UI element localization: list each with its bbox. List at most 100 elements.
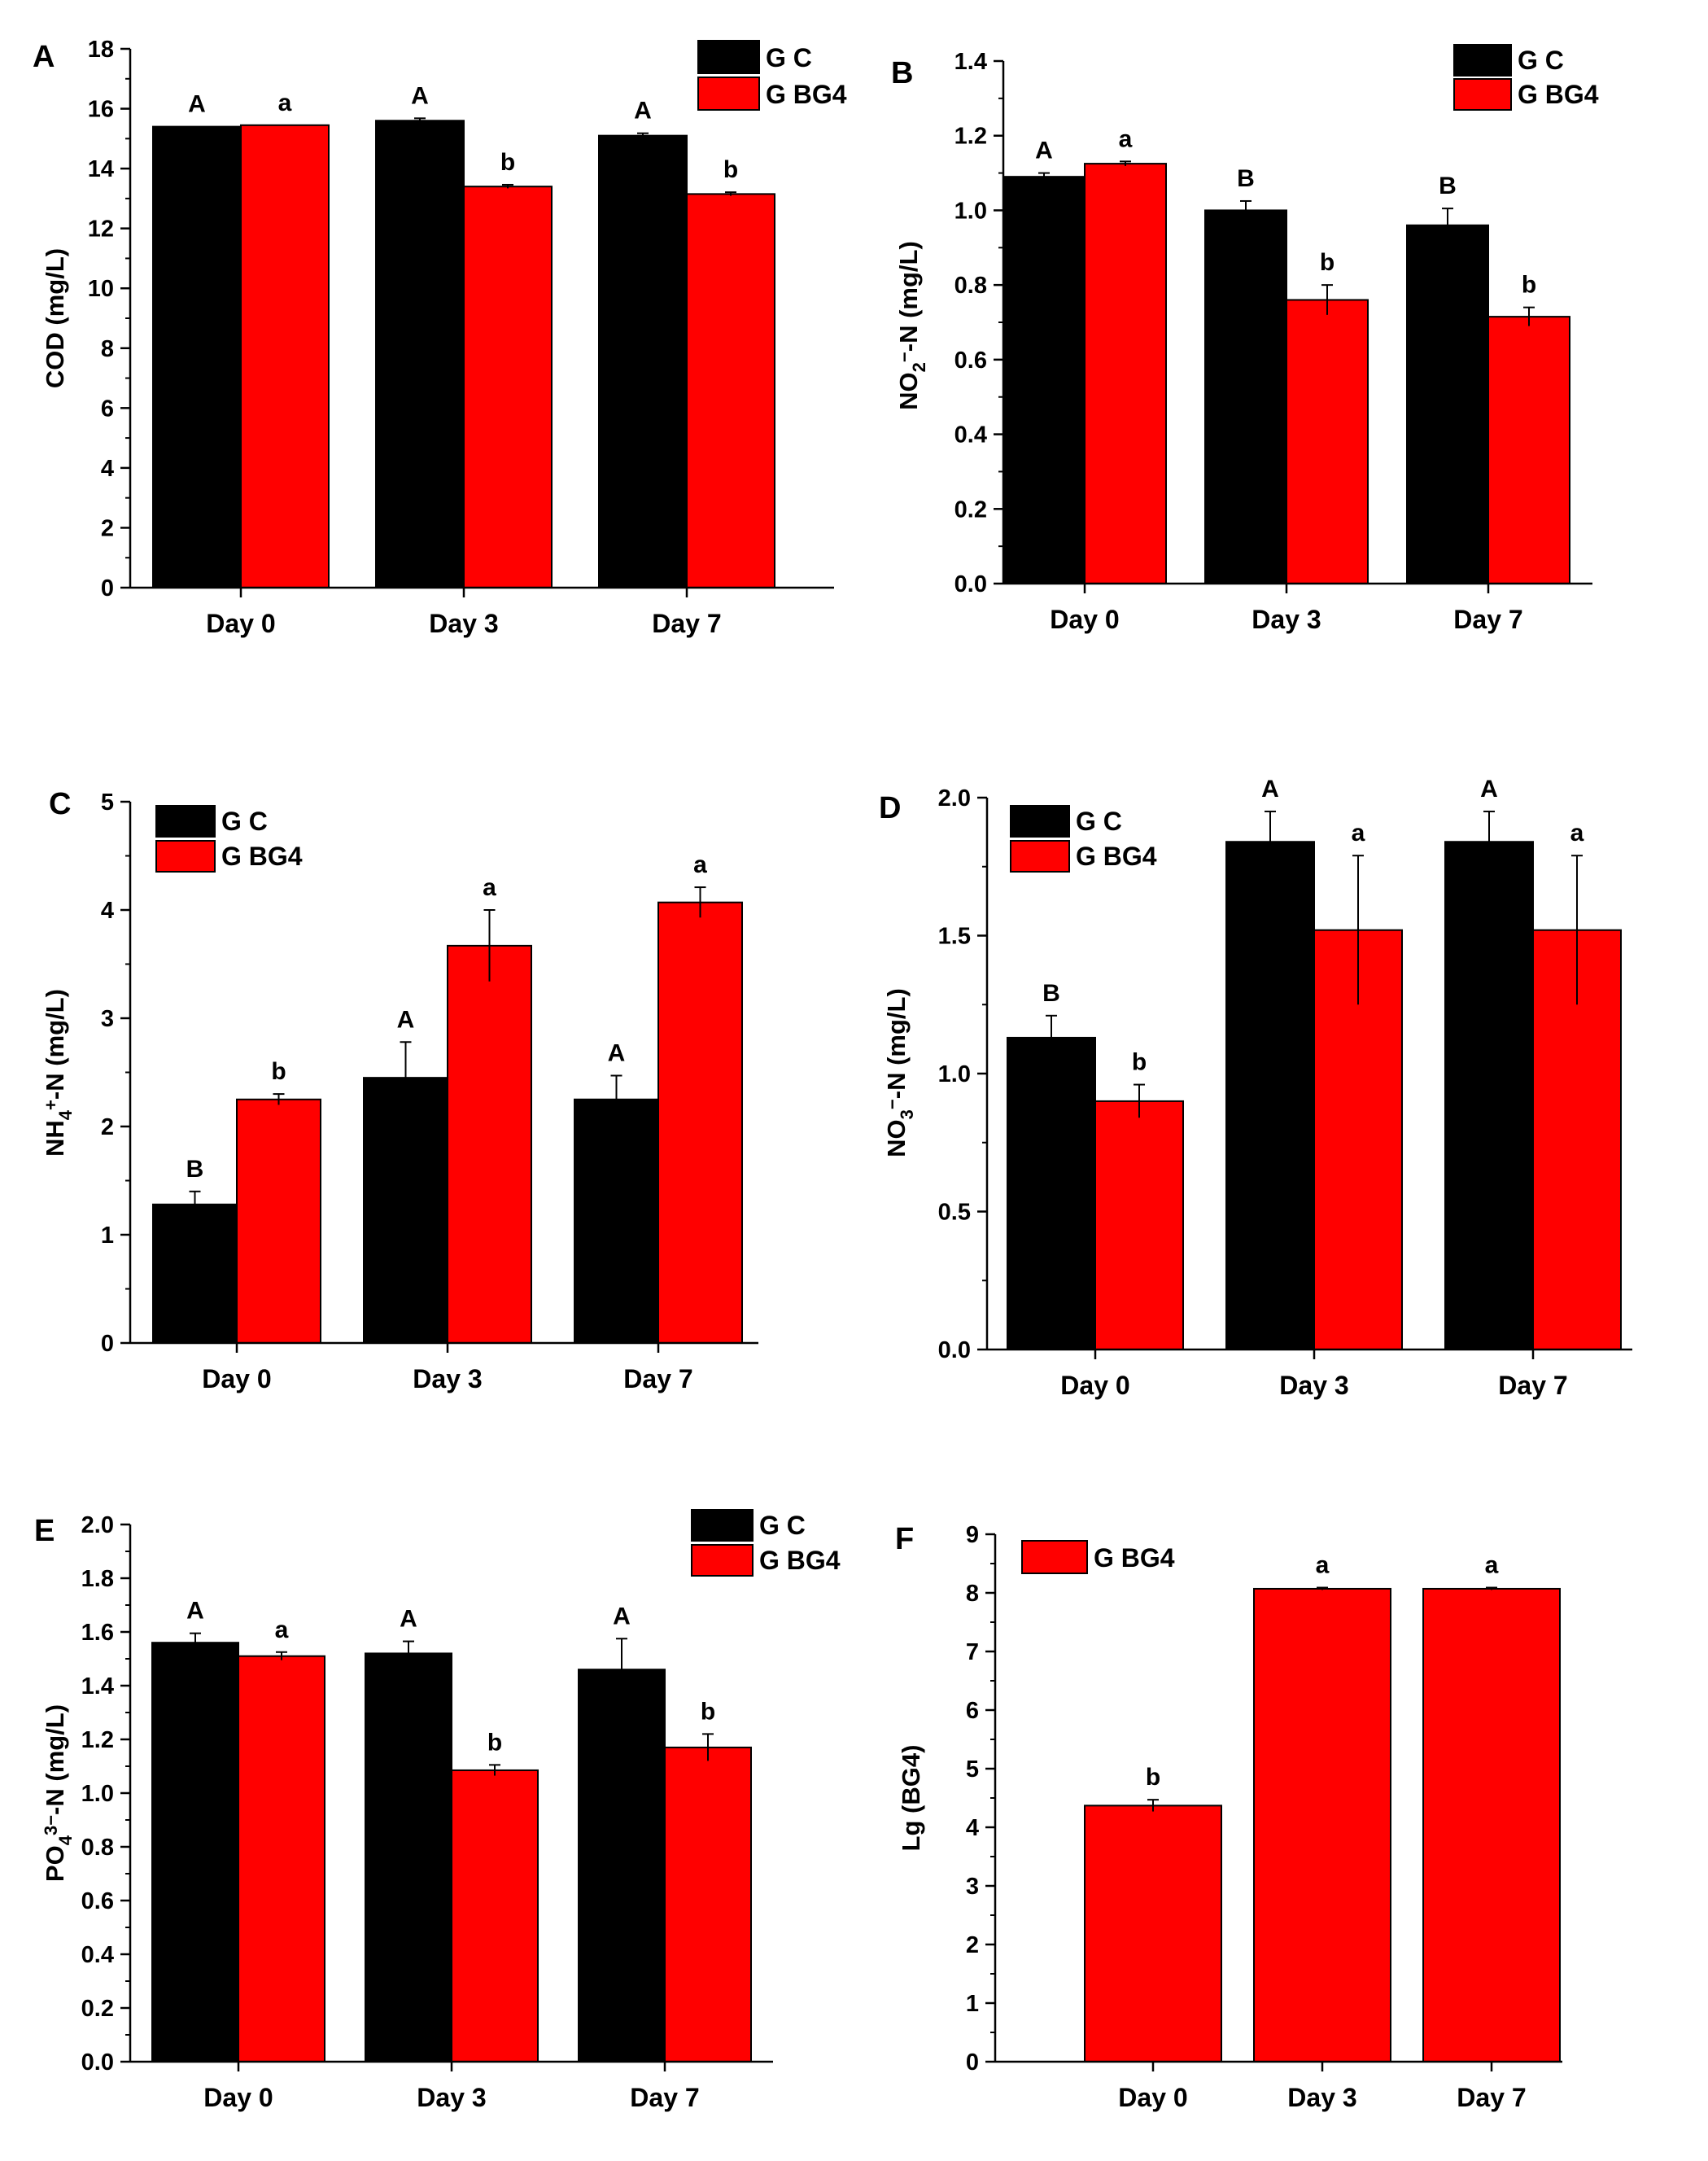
bar-g-bg4-1 bbox=[1286, 299, 1369, 584]
panel-letter: B bbox=[891, 56, 913, 90]
significance-letter: a bbox=[483, 874, 496, 901]
y-tick-label: 1.2 bbox=[954, 124, 987, 150]
y-tick-label: 8 bbox=[966, 1581, 979, 1607]
bar-g-c-1 bbox=[365, 1652, 452, 2063]
significance-letter: b bbox=[701, 1698, 715, 1725]
chart-panel-d: D B A Ab a a 0.0 0.5 1.0 1.5 2.0 Day 0 Day 3 Day 7 NO3… bbox=[879, 776, 1632, 1400]
significance-letter: b bbox=[1146, 1764, 1160, 1791]
x-category-label: Day 7 bbox=[623, 1364, 692, 1393]
legend-swatch bbox=[155, 805, 216, 838]
y-tick-label: 0.6 bbox=[81, 1888, 114, 1914]
y-tick-label: 0.0 bbox=[81, 2049, 114, 2076]
y-tick-label: 8 bbox=[101, 336, 114, 362]
y-axis-label: NO2−-N (mg/L) bbox=[894, 241, 929, 410]
significance-letter: b bbox=[487, 1729, 502, 1756]
legend-label: G C bbox=[759, 1511, 806, 1540]
chart-panel-b: B A B Ba b b 0.0 0.2 0.4 0.6 0.8 1.0 1.2 1.4 Day 0 Day … bbox=[891, 44, 1599, 634]
significance-letter: a bbox=[1570, 820, 1584, 846]
x-category-label: Day 0 bbox=[206, 609, 275, 638]
significance-letter: B bbox=[186, 1156, 204, 1183]
x-category-label: Day 3 bbox=[417, 2083, 486, 2112]
panel-letter: E bbox=[34, 1514, 55, 1548]
y-tick-label: 2 bbox=[966, 1932, 979, 1958]
significance-letter: a bbox=[1316, 1552, 1330, 1579]
bar-g-bg4-1 bbox=[451, 1769, 539, 2063]
panel-letter: D bbox=[879, 791, 901, 825]
x-category-label: Day 0 bbox=[203, 2083, 273, 2112]
y-tick-label: 0.8 bbox=[81, 1835, 114, 1861]
significance-letter: A bbox=[1261, 776, 1279, 803]
bar-g-bg4-2 bbox=[664, 1746, 752, 2063]
legend-swatch bbox=[691, 1509, 754, 1542]
legend-swatch bbox=[1010, 805, 1070, 838]
significance-letter: a bbox=[275, 1616, 289, 1643]
bar-g-c-0 bbox=[1003, 176, 1086, 585]
x-category-label: Day 0 bbox=[1050, 605, 1119, 634]
bar-g-c-1 bbox=[375, 120, 465, 588]
bar-g-c-2 bbox=[1444, 841, 1534, 1350]
x-category-label: Day 7 bbox=[630, 2083, 699, 2112]
bar-g-bg4-0 bbox=[240, 124, 330, 589]
panel-letter: F bbox=[895, 1522, 914, 1556]
y-tick-label: 1 bbox=[966, 1991, 979, 2017]
y-tick-label: 0.8 bbox=[954, 273, 987, 299]
legend-label: G BG4 bbox=[1076, 842, 1157, 871]
bar-g-c-2 bbox=[574, 1098, 659, 1344]
legend-swatch bbox=[697, 77, 760, 111]
x-category-label: Day 3 bbox=[413, 1364, 482, 1393]
y-tick-label: 1.4 bbox=[81, 1673, 114, 1699]
y-tick-label: 2.0 bbox=[81, 1512, 114, 1538]
bar-g-c-1 bbox=[363, 1077, 448, 1345]
significance-letter: A bbox=[188, 91, 206, 118]
bar-g-c-2 bbox=[578, 1669, 666, 2063]
bar-g-bg4-0 bbox=[236, 1098, 321, 1344]
y-axis-label: COD (mg/L) bbox=[41, 248, 69, 388]
y-tick-label: 1.6 bbox=[81, 1620, 114, 1646]
x-category-label: Day 7 bbox=[1453, 605, 1522, 634]
bar-g-bg4-2 bbox=[686, 193, 775, 588]
significance-letter: A bbox=[400, 1606, 417, 1633]
legend-swatch bbox=[1453, 78, 1512, 111]
bar-g-c-2 bbox=[598, 134, 688, 588]
bar-g-c-1 bbox=[1204, 209, 1287, 584]
significance-letter: a bbox=[278, 90, 292, 116]
y-tick-label: 3 bbox=[101, 1006, 114, 1032]
y-tick-label: 2 bbox=[101, 515, 114, 541]
chart-panel-f: Fb a a 0 1 2 3 4 5 6 7 8 9 Day 0 Day 3 Day 7 Lg (BG4) G B… bbox=[895, 1522, 1562, 2112]
bar-g-bg4-2 bbox=[1422, 1587, 1561, 2063]
significance-letter: a bbox=[693, 851, 707, 878]
y-tick-label: 9 bbox=[966, 1522, 979, 1548]
y-axis-label: Lg (BG4) bbox=[897, 1745, 925, 1852]
x-category-label: Day 7 bbox=[1498, 1371, 1567, 1400]
significance-letter: b bbox=[271, 1058, 286, 1085]
chart-panel-a: A A A Aa b b 0 2 4 6 8 10 12 14 16 18 Day 0 Day 3 Day 7 COD… bbox=[33, 37, 847, 638]
legend-label: G C bbox=[1076, 807, 1122, 836]
y-tick-label: 3 bbox=[966, 1874, 979, 1900]
significance-letter: b bbox=[723, 156, 738, 183]
y-tick-label: 0 bbox=[101, 575, 114, 601]
y-tick-label: 7 bbox=[966, 1639, 979, 1665]
legend-swatch bbox=[1453, 44, 1512, 77]
y-tick-label: 0.0 bbox=[954, 571, 987, 597]
significance-letter: b bbox=[500, 149, 515, 176]
legend-label: G BG4 bbox=[766, 80, 847, 109]
bar-g-c-0 bbox=[151, 1642, 239, 2063]
y-tick-label: 6 bbox=[966, 1698, 979, 1724]
significance-letter: A bbox=[186, 1598, 204, 1625]
y-tick-label: 0.5 bbox=[938, 1200, 971, 1226]
legend-label: G BG4 bbox=[1518, 80, 1599, 109]
y-tick-label: 6 bbox=[101, 396, 114, 422]
x-category-label: Day 3 bbox=[429, 609, 498, 638]
x-category-label: Day 0 bbox=[1118, 2083, 1187, 2112]
significance-letter: A bbox=[397, 1006, 415, 1033]
bar-g-c-1 bbox=[1225, 841, 1315, 1350]
y-tick-label: 1 bbox=[101, 1223, 114, 1249]
legend-label: G BG4 bbox=[759, 1546, 841, 1575]
significance-letter: A bbox=[613, 1603, 631, 1629]
y-tick-label: 1.0 bbox=[81, 1781, 114, 1807]
panel-letter: C bbox=[49, 787, 71, 821]
bar-g-c-0 bbox=[152, 1203, 238, 1345]
y-tick-label: 1.2 bbox=[81, 1727, 114, 1753]
y-tick-label: 5 bbox=[101, 790, 114, 816]
